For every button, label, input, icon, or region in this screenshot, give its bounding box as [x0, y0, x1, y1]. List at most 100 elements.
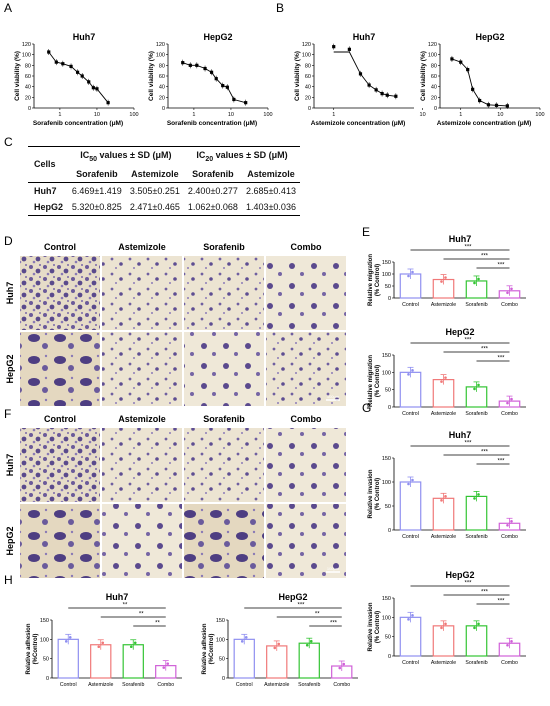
y-tick-label: 150 — [40, 618, 49, 624]
micrograph-image — [20, 256, 100, 330]
replicate-dot — [133, 641, 137, 645]
significance-label: *** — [464, 441, 472, 447]
column-label: Combo — [291, 242, 322, 252]
replicate-dot — [440, 499, 443, 502]
y-axis-label: Relative invasion — [368, 602, 374, 651]
y-tick-label: 0 — [308, 106, 311, 112]
bar-chart-adhesion-huh7: Huh7 0 50 100 150 Relative adhesion (%Control)… — [26, 592, 182, 688]
category-label: Sorafenib — [465, 534, 487, 540]
category-label: Combo — [501, 411, 518, 417]
y-tick-label: 0 — [46, 676, 49, 682]
column-label: Control — [44, 414, 76, 424]
significance-label: *** — [464, 245, 472, 251]
replicate-dot — [510, 287, 513, 291]
significance-label: *** — [497, 263, 505, 269]
y-axis-label: Relative adhesion — [202, 623, 208, 674]
replicate-dot — [309, 639, 313, 643]
panel-label-d: D — [4, 234, 13, 248]
replicate-dot — [338, 666, 342, 670]
category-label: Control — [60, 682, 77, 688]
row-label: HepG2 — [5, 354, 15, 383]
y-tick-label: 150 — [382, 353, 391, 359]
significance-label: *** — [481, 590, 489, 596]
category-label: Combo — [157, 682, 174, 688]
fit-curve — [48, 51, 109, 103]
viability-curve-astemizole-huh7: Huh7 0 20 40 60 80 100 120 1 10 Cell viability (%)… — [294, 32, 426, 127]
fit-curve — [182, 62, 246, 104]
category-label: Control — [402, 411, 419, 417]
replicate-dot — [473, 497, 476, 500]
y-axis-label: Relative migration — [368, 355, 374, 407]
y-tick-label: 50 — [385, 284, 391, 290]
panel-label-h: H — [4, 573, 13, 587]
y-axis-label: (%Control) — [209, 634, 215, 665]
replicate-dot — [477, 277, 480, 281]
bar — [399, 616, 422, 657]
y-tick-label: 0 — [388, 654, 391, 660]
bar-chart-migration-huh7: Huh7 0 50 100 150 Relative migration (% Contro… — [368, 234, 526, 308]
replicate-dot — [129, 645, 133, 649]
table-row-label: HepG2 — [28, 198, 68, 216]
y-tick-label: 150 — [382, 456, 391, 462]
table-row-label: Huh7 — [34, 185, 57, 196]
category-label: Combo — [333, 682, 350, 688]
replicate-dot — [444, 376, 447, 379]
table-header-cells: Cells — [28, 146, 68, 183]
replicate-dot — [506, 291, 509, 295]
replicate-dot — [477, 493, 480, 496]
bar — [233, 638, 255, 679]
row-label: Huh7 — [5, 454, 15, 477]
y-axis-label: Relative invasion — [368, 469, 374, 518]
y-axis-label: Cell viability (%) — [294, 51, 301, 101]
y-tick-label: 120 — [156, 42, 165, 48]
column-label: Sorafenib — [203, 414, 245, 424]
panel-label-a: A — [4, 1, 12, 15]
y-axis-label: (% Control) — [375, 365, 381, 397]
chart-title: HepG2 — [278, 592, 307, 602]
y-tick-label: 0 — [388, 296, 391, 302]
y-tick-label: 50 — [219, 657, 225, 663]
replicate-dot — [440, 280, 443, 283]
y-tick-label: 100 — [302, 53, 311, 59]
y-tick-label: 100 — [382, 370, 391, 376]
y-tick-label: 120 — [428, 42, 437, 48]
micrograph-image — [184, 332, 264, 406]
scale-bar-label: 100μm — [327, 394, 340, 399]
row-label: HepG2 — [5, 526, 15, 555]
replicate-dot — [68, 636, 72, 639]
x-tick-label: 1 — [332, 112, 335, 118]
replicate-dot — [440, 380, 443, 383]
panel-label-f: F — [4, 407, 11, 421]
y-tick-label: 80 — [159, 63, 165, 69]
micrograph-image — [266, 428, 346, 502]
table-header-ic20: IC20 values ± SD (μM) — [183, 145, 300, 166]
replicate-dot — [506, 523, 509, 527]
invasion-micrographs: Control Astemizole Sorafenib Combo Huh7 HepG2… — [5, 414, 346, 578]
micrograph-image — [102, 428, 182, 502]
significance-label: ** — [155, 621, 160, 627]
replicate-dot — [510, 519, 513, 523]
table-cell: 6.469±1.419 — [71, 185, 122, 196]
replicate-dot — [473, 387, 476, 391]
category-label: Sorafenib — [122, 682, 144, 688]
table-row: HepG2 5.320±0.825 2.471±0.465 1.062±0.06… — [28, 198, 300, 216]
micrograph-image — [184, 256, 264, 330]
column-label: Combo — [291, 414, 322, 424]
y-tick-label: 100 — [22, 53, 31, 59]
y-tick-label: 20 — [431, 95, 437, 101]
row-label: Huh7 — [5, 282, 15, 305]
plot-title: Huh7 — [353, 32, 376, 42]
table-cell: 5.320±0.825 — [67, 198, 126, 216]
x-axis-label: Sorafenib concentration (μM) — [33, 120, 123, 127]
column-label: Sorafenib — [203, 242, 245, 252]
panel-label-b: B — [276, 1, 284, 15]
micrograph-image — [20, 504, 100, 578]
y-tick-label: 60 — [25, 74, 31, 80]
micrograph-image — [20, 428, 100, 502]
chart-title: Huh7 — [449, 430, 472, 440]
replicate-dot — [166, 662, 170, 665]
chart-title: Huh7 — [449, 234, 472, 244]
replicate-dot — [273, 646, 277, 650]
